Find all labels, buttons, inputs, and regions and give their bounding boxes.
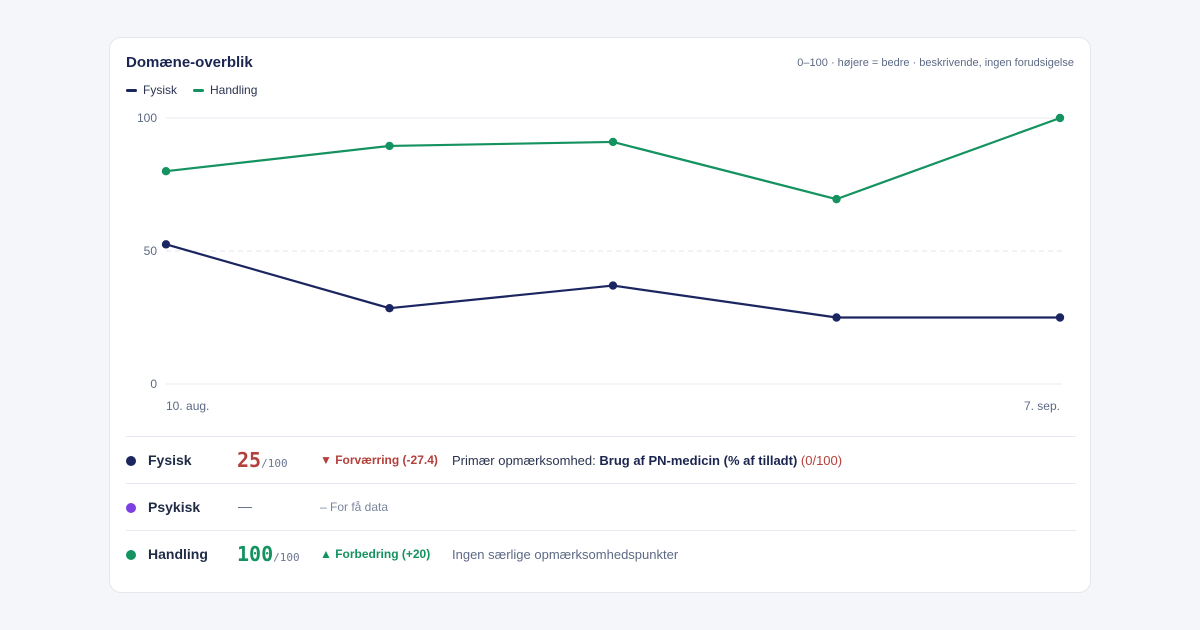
note-handling: Ingen særlige opmærksomhedspunkter [452, 547, 679, 562]
legend-label-fysisk: Fysisk [143, 83, 177, 97]
y-tick-label: 0 [150, 377, 157, 391]
score-max-handling: /100 [273, 551, 300, 564]
score-fysisk: 25 /100 [237, 448, 288, 472]
status-dot-handling [126, 550, 136, 560]
data-point-fysisk [1055, 313, 1065, 322]
score-value-handling: 100 [237, 542, 274, 566]
series-line-fysisk [165, 243, 1060, 319]
score-value-fysisk: 25 [237, 448, 262, 472]
data-point-handling [832, 194, 841, 204]
table-row-fysisk: Fysisk 25 /100 ▼ Forværring (-27.4) Prim… [126, 436, 1076, 483]
status-dot-fysisk [126, 456, 136, 466]
line-chart: 100 50 0 10. aug. 7. sep. [137, 111, 1065, 413]
data-point-fysisk [832, 313, 841, 322]
data-point-handling [608, 137, 618, 147]
status-dot-psykisk [126, 503, 136, 513]
y-tick-label: 100 [137, 111, 157, 125]
score-max-fysisk: /100 [261, 457, 288, 470]
series-line-handling [165, 116, 1061, 201]
trend-handling: ▲ Forbedring (+20) [320, 547, 431, 561]
legend-swatch-handling [193, 88, 204, 92]
score-handling: 100 /100 [237, 542, 300, 566]
legend-item-handling[interactable]: Handling [193, 83, 257, 97]
data-point-handling [385, 141, 394, 151]
data-point-fysisk [161, 240, 171, 249]
score-empty-psykisk: — [238, 498, 252, 514]
domain-name-psykisk: Psykisk [148, 499, 201, 515]
domain-table: Fysisk 25 /100 ▼ Forværring (-27.4) Prim… [126, 436, 1076, 577]
x-tick-label: 10. aug. [166, 399, 209, 413]
domain-name-fysisk: Fysisk [148, 452, 192, 468]
trend-psykisk: – For få data [320, 500, 389, 514]
x-tick-label: 7. sep. [1024, 399, 1060, 413]
table-row-psykisk: Psykisk — – For få data [126, 483, 1076, 530]
legend-swatch-fysisk [126, 88, 137, 92]
legend-item-fysisk[interactable]: Fysisk [126, 83, 177, 97]
table-row-handling: Handling 100 /100 ▲ Forbedring (+20) Ing… [126, 530, 1076, 577]
note-bold-fysisk: Brug af PN-medicin (% af tilladt) [599, 453, 798, 468]
legend-label-handling: Handling [210, 83, 258, 97]
y-tick-label: 50 [144, 244, 158, 258]
chart-legend: Fysisk Handling [126, 83, 257, 97]
data-point-handling [1055, 113, 1065, 123]
note-fysisk: Primær opmærksomhed: Brug af PN-medicin … [452, 453, 842, 468]
note-prefix-fysisk: Primær opmærksomhed: [452, 453, 600, 468]
note-ref-fysisk: (0/100) [800, 453, 843, 468]
domain-overview-card: Domæne-overblik 0–100 · højere = bedre ·… [109, 37, 1091, 593]
data-point-handling [161, 167, 171, 176]
card-subtitle: 0–100 · højere = bedre · beskrivende, in… [797, 57, 1074, 69]
card-title: Domæne-overblik [126, 54, 253, 71]
trend-fysisk: ▼ Forværring (-27.4) [320, 453, 438, 467]
data-point-fysisk [608, 281, 618, 290]
data-point-fysisk [385, 303, 394, 313]
domain-name-handling: Handling [148, 546, 208, 562]
